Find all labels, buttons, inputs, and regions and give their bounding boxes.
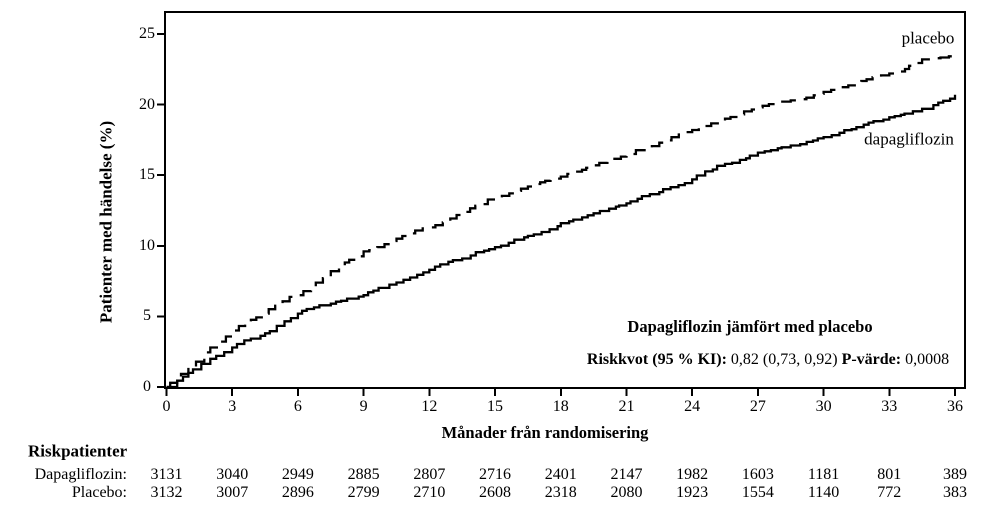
y-tick-label: 15 — [139, 166, 155, 184]
risk-row-label-placebo: Placebo: — [71, 484, 127, 501]
risk-count-placebo: 2608 — [479, 484, 512, 501]
risk-count-dapagliflozin: 2401 — [544, 466, 577, 483]
risk-count-dapagliflozin: 389 — [943, 466, 967, 483]
risk-row-label-dapagliflozin: Dapagliflozin: — [34, 466, 127, 483]
dapagliflozin-curve-label: dapagliflozin — [864, 129, 954, 149]
risk-count-dapagliflozin: 2716 — [479, 466, 512, 483]
x-tick-label: 33 — [881, 398, 898, 415]
risk-count-dapagliflozin: 3131 — [150, 466, 183, 483]
hazard-ratio-label: Riskkvot (95 % KI): — [586, 351, 727, 368]
x-tick-label: 18 — [552, 398, 569, 415]
p-value: 0,0008 — [905, 351, 950, 368]
risk-count-dapagliflozin: 801 — [877, 466, 902, 483]
risk-count-dapagliflozin: 2807 — [413, 466, 446, 483]
risk-count-placebo: 1140 — [807, 484, 840, 501]
risk-count-placebo: 2896 — [281, 484, 314, 501]
risk-count-placebo: 2799 — [347, 484, 380, 501]
x-axis-label: Månader från randomisering — [441, 422, 649, 442]
risk-count-placebo: 2318 — [544, 484, 577, 501]
risk-count-dapagliflozin: 1603 — [741, 466, 774, 483]
risk-table-title: Riskpatienter — [28, 441, 128, 461]
x-tick-label: 36 — [947, 398, 963, 415]
placebo-curve-label: placebo — [901, 28, 955, 48]
x-tick-label: 27 — [749, 398, 766, 415]
hazard-ratio-value: 0,82 (0,73, 0,92) — [730, 351, 838, 368]
x-tick-label: 0 — [162, 398, 171, 415]
risk-count-placebo: 1554 — [741, 484, 774, 501]
risk-count-dapagliflozin: 2147 — [610, 466, 643, 483]
x-tick-label: 3 — [228, 398, 237, 415]
y-tick-label: 20 — [139, 95, 155, 113]
plot-frame — [164, 11, 966, 389]
risk-count-placebo: 2080 — [610, 484, 643, 501]
annotation-title: Dapagliflozin jämfört med placebo — [627, 316, 873, 336]
p-value-label: P-värde: — [841, 351, 902, 368]
y-tick-label: 25 — [139, 25, 155, 42]
risk-count-placebo: 772 — [877, 484, 902, 501]
risk-count-dapagliflozin: 3040 — [216, 466, 249, 483]
risk-count-dapagliflozin: 1181 — [807, 466, 840, 483]
y-tick-label: 10 — [139, 236, 155, 254]
x-tick-label: 15 — [487, 398, 504, 415]
risk-count-dapagliflozin: 1982 — [676, 466, 709, 483]
dapagliflozin-curve — [166, 94, 957, 389]
annotation-stats: Riskkvot (95 % KI): 0,82 (0,73, 0,92) P-… — [587, 352, 949, 368]
risk-count-placebo: 3132 — [150, 484, 183, 501]
risk-count-placebo: 383 — [943, 484, 967, 501]
risk-count-placebo: 1923 — [676, 484, 709, 501]
risk-count-placebo: 3007 — [216, 484, 249, 501]
y-tick-label: 0 — [143, 378, 151, 395]
x-tick-label: 24 — [684, 398, 701, 415]
risk-count-placebo: 2710 — [413, 484, 446, 501]
placebo-curve — [166, 55, 957, 389]
risk-count-dapagliflozin: 2885 — [347, 466, 380, 483]
x-tick-label: 6 — [293, 398, 302, 415]
x-tick-label: 30 — [815, 398, 832, 415]
risk-count-dapagliflozin: 2949 — [281, 466, 314, 483]
x-tick-label: 21 — [618, 398, 635, 415]
x-tick-label: 12 — [421, 398, 438, 415]
y-axis-label: Patienter med händelse (%) — [96, 120, 116, 324]
y-tick-label: 5 — [143, 307, 151, 325]
x-tick-label: 9 — [359, 398, 368, 415]
